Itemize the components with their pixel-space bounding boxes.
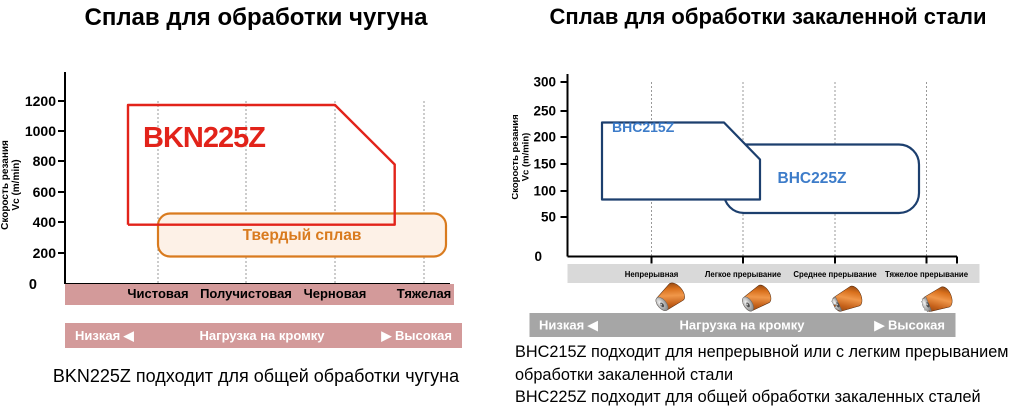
- svg-text:Vc (m/min): Vc (m/min): [11, 159, 22, 210]
- svg-text:Низкая ◀: Низкая ◀: [539, 318, 599, 333]
- svg-text:100: 100: [533, 184, 556, 199]
- svg-text:▶ Высокая: ▶ Высокая: [873, 318, 945, 333]
- svg-text:600: 600: [33, 184, 57, 200]
- svg-text:Vc (m/min): Vc (m/min): [521, 133, 532, 182]
- svg-text:Чистовая: Чистовая: [127, 286, 188, 301]
- svg-text:BHC215Z: BHC215Z: [612, 119, 675, 135]
- svg-text:1200: 1200: [25, 93, 56, 109]
- svg-text:1000: 1000: [25, 123, 56, 139]
- svg-text:0: 0: [29, 277, 37, 293]
- svg-text:400: 400: [33, 214, 57, 230]
- svg-text:Нагрузка на кромку: Нагрузка на кромку: [680, 318, 806, 333]
- svg-text:200: 200: [533, 130, 556, 145]
- svg-text:BKN225Z: BKN225Z: [143, 122, 265, 154]
- svg-text:BHC225Z: BHC225Z: [778, 170, 847, 187]
- svg-text:Тяжелое прерывание: Тяжелое прерывание: [885, 270, 969, 279]
- svg-text:Непрерывная: Непрерывная: [625, 270, 679, 279]
- svg-text:200: 200: [33, 245, 57, 261]
- svg-text:50: 50: [541, 210, 556, 225]
- svg-text:Твердый сплав: Твердый сплав: [243, 227, 362, 244]
- svg-text:Тяжелая: Тяжелая: [397, 286, 452, 301]
- svg-text:▶ Высокая: ▶ Высокая: [380, 328, 452, 343]
- svg-text:Нагрузка на кромку: Нагрузка на кромку: [200, 328, 326, 343]
- svg-text:Легкое прерывание: Легкое прерывание: [705, 270, 782, 279]
- svg-text:Низкая ◀: Низкая ◀: [75, 328, 135, 343]
- svg-text:Среднее прерывание: Среднее прерывание: [793, 270, 877, 279]
- svg-text:Получистовая: Получистовая: [200, 286, 292, 301]
- svg-text:Скорость резания: Скорость резания: [0, 140, 11, 230]
- svg-text:Черновая: Черновая: [304, 286, 367, 301]
- svg-text:300: 300: [533, 75, 556, 90]
- svg-text:800: 800: [33, 153, 57, 169]
- svg-text:250: 250: [533, 104, 556, 119]
- svg-text:150: 150: [533, 157, 556, 172]
- svg-text:0: 0: [534, 249, 542, 264]
